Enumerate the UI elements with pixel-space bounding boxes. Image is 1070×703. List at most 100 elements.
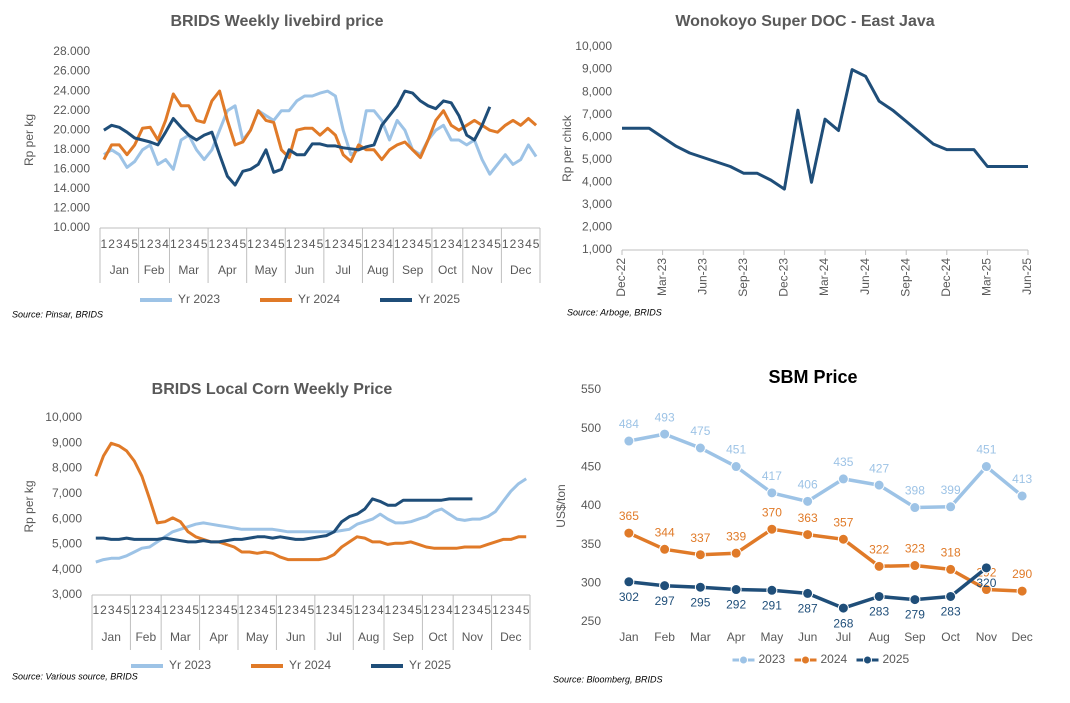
week-label: 3 [108,603,115,617]
data-label: 344 [655,525,675,539]
marker [945,590,957,602]
data-label: 339 [726,529,746,543]
month-label: Apr [218,263,237,277]
marker [694,549,706,561]
week-label: 4 [162,237,169,251]
week-label: 3 [263,237,270,251]
y-axis-label: Rp per kg [22,114,36,166]
week-label: 4 [193,237,200,251]
week-label: 1 [92,603,99,617]
week-label: 4 [116,603,123,617]
x-tick-label: Jul [836,630,851,644]
week-label: 4 [185,603,192,617]
week-label: 2 [100,603,107,617]
week-label: 3 [448,237,455,251]
month-label: Mar [178,263,199,277]
data-label: 493 [655,410,675,424]
marker [873,560,885,572]
x-tick-label: Dec-22 [614,258,628,297]
series-line [628,432,1024,510]
y-tick-label: 3,000 [52,587,82,601]
week-label: 4 [515,603,522,617]
y-tick-label: 7,000 [582,107,612,121]
y-tick-label: 24.000 [53,83,90,97]
marker [766,487,778,499]
x-tick-label: Jun-23 [695,258,709,295]
series-line [628,527,1023,593]
week-label: 5 [239,237,246,251]
y-tick-label: 4,000 [52,562,82,576]
week-label: 2 [139,603,146,617]
week-label: 4 [486,237,493,251]
week-label: 3 [292,603,299,617]
week-label: 1 [363,237,370,251]
week-label: 4 [417,237,424,251]
month-label: Dec [510,263,531,277]
y-tick-label: 7,000 [52,486,82,500]
week-label: 2 [255,237,262,251]
y-tick-label: 16.000 [53,162,90,176]
legend-label: 2025 [883,652,910,666]
x-tick-label: Mar-23 [655,258,669,296]
week-label: 2 [332,237,339,251]
data-label: 451 [726,443,746,457]
week-label: 1 [286,237,293,251]
x-tick-label: Dec-23 [777,258,791,297]
week-label: 1 [170,237,177,251]
marker [1016,490,1028,502]
x-tick-label: Mar [690,630,711,644]
x-tick-label: Jun-24 [858,258,872,295]
legend-marker [801,655,810,665]
week-label: 3 [469,603,476,617]
marker [1016,585,1028,597]
data-label: 435 [833,455,853,469]
legend-label: Yr 2025 [418,292,460,306]
marker [945,563,957,575]
marker [802,529,814,541]
y-axis-label: US$/ton [554,484,568,527]
data-label: 365 [619,509,639,523]
marker [623,435,635,447]
month-label: Jun [286,630,305,644]
week-label: 5 [523,603,530,617]
legend-marker [739,655,748,665]
data-label: 283 [941,605,961,619]
month-label: Jan [110,263,129,277]
y-axis-label: Rp per kg [22,480,36,532]
data-label: 417 [762,469,782,483]
data-label: 290 [1012,567,1032,581]
week-label: 1 [238,603,245,617]
week-label: 5 [278,237,285,251]
week-label: 1 [247,237,254,251]
week-label: 3 [400,603,407,617]
week-label: 1 [432,237,439,251]
week-label: 5 [231,603,238,617]
week-label: 2 [510,237,517,251]
source-note: Source: Pinsar, BRIDS [12,309,103,319]
week-label: 2 [323,603,330,617]
y-tick-label: 12.000 [53,201,90,215]
data-label: 279 [905,608,925,622]
legend-label: Yr 2023 [178,292,220,306]
month-label: Oct [428,630,447,644]
month-label: Oct [438,263,457,277]
y-tick-label: 10,000 [45,410,82,424]
y-tick-label: 450 [581,460,601,474]
chart-title: SBM Price [768,367,857,387]
month-label: Jun [295,263,314,277]
series-line [103,89,492,187]
marker [730,547,742,559]
week-label: 5 [192,603,199,617]
week-label: 1 [492,603,499,617]
week-label: 5 [201,237,208,251]
month-label: Dec [500,630,521,644]
legend-label: 2023 [759,652,786,666]
source-note: Source: Arboge, BRIDS [567,307,662,317]
data-label: 302 [619,590,639,604]
month-label: Mar [170,630,191,644]
marker [802,587,814,599]
x-tick-label: Jan [619,630,638,644]
y-tick-label: 6,000 [582,129,612,143]
marker [766,523,778,535]
data-label: 451 [976,443,996,457]
